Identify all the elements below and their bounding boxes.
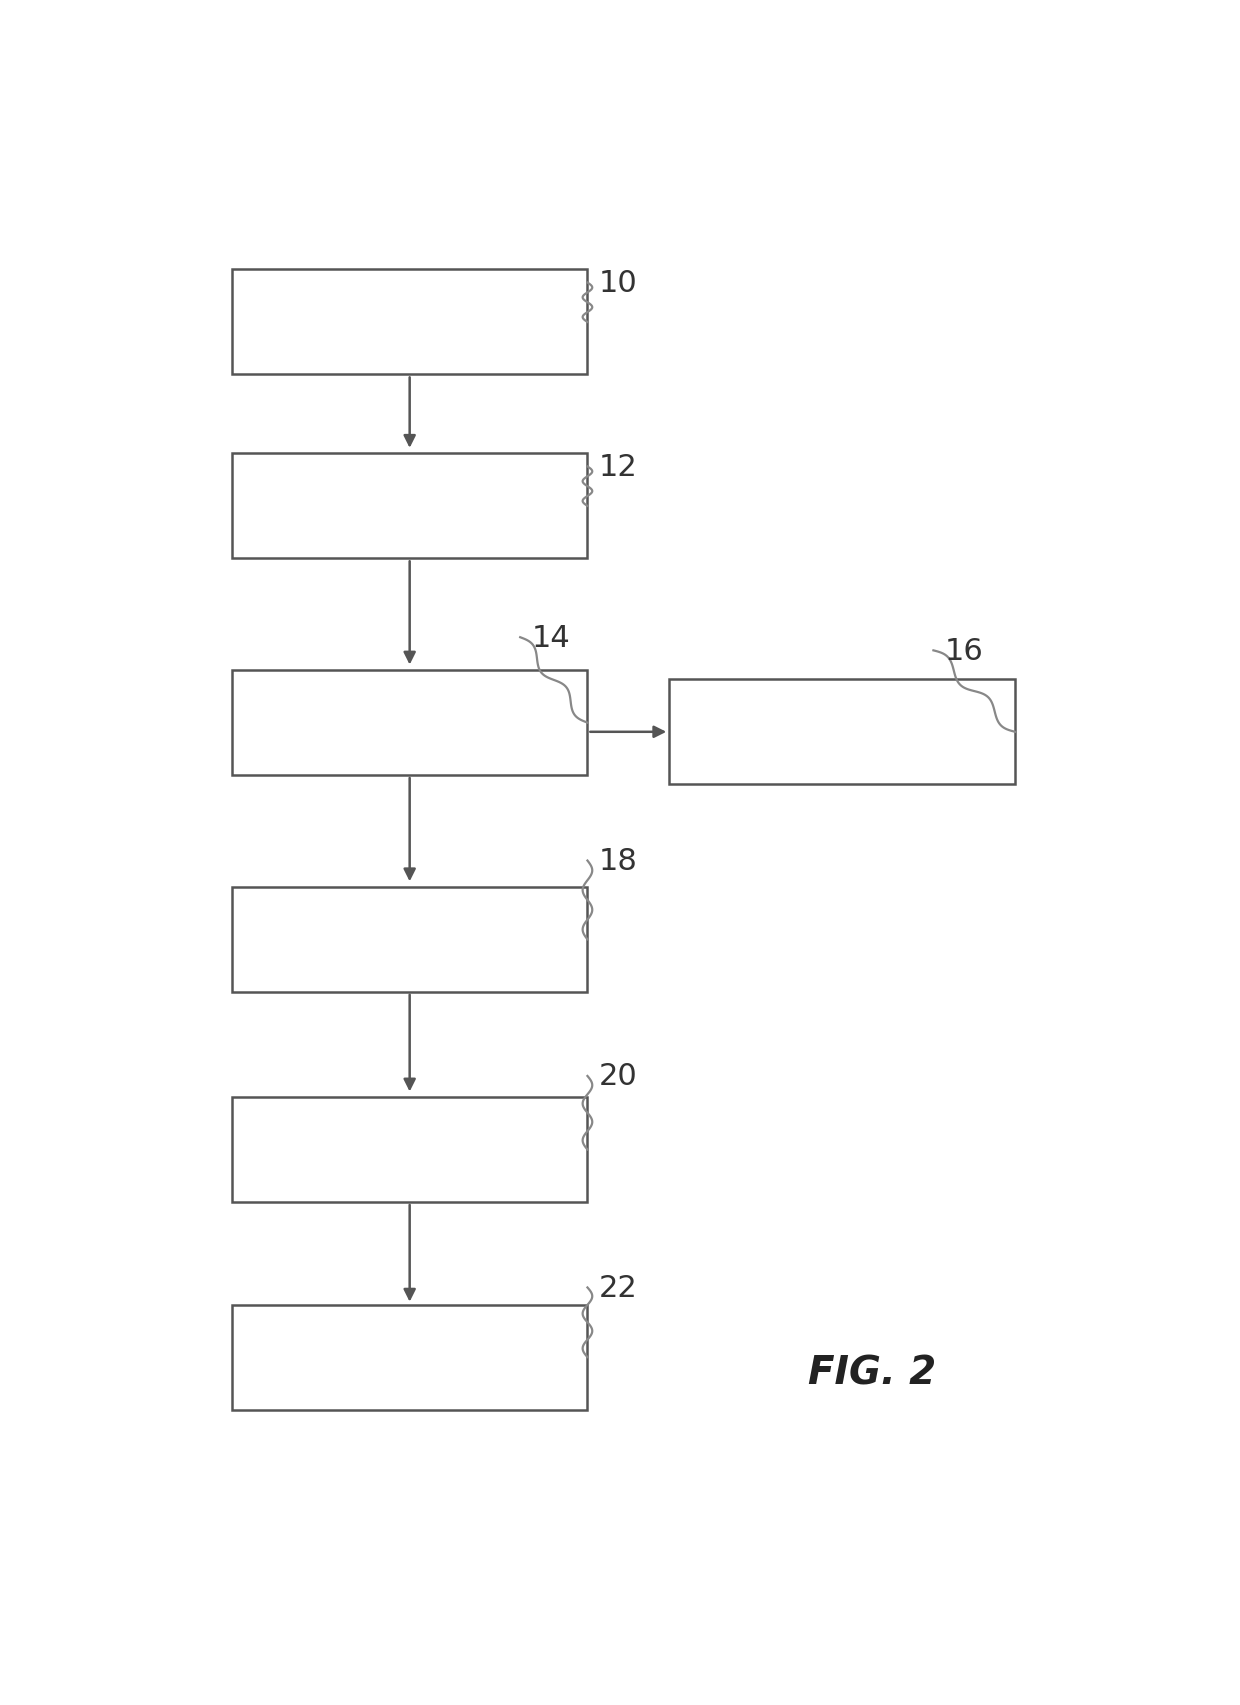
Bar — [232, 670, 588, 776]
Bar — [232, 1098, 588, 1202]
Text: 18: 18 — [599, 847, 637, 875]
Bar — [670, 680, 1016, 784]
Bar — [232, 271, 588, 375]
Bar — [232, 887, 588, 992]
Text: 16: 16 — [945, 636, 983, 665]
Text: 20: 20 — [599, 1062, 637, 1091]
Bar — [232, 1304, 588, 1410]
Text: 22: 22 — [599, 1274, 637, 1303]
Text: 14: 14 — [532, 624, 570, 653]
Bar — [232, 454, 588, 559]
Text: FIG. 2: FIG. 2 — [808, 1354, 936, 1391]
Text: 12: 12 — [599, 454, 637, 481]
Text: 10: 10 — [599, 269, 637, 298]
